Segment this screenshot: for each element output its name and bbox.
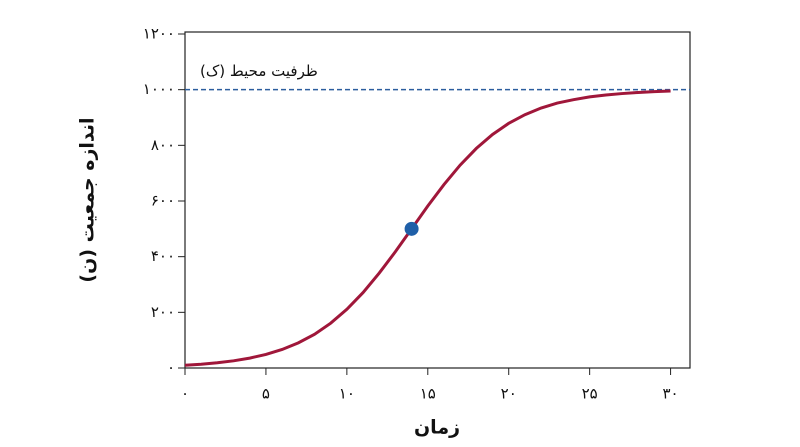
- y-tick-label: ۱۰۰۰: [143, 80, 175, 98]
- x-tick-label: ۳۰: [663, 385, 679, 403]
- x-tick-label: ۱۰: [339, 385, 355, 403]
- x-tick-label: ۱۵: [420, 385, 436, 403]
- x-tick-label: ۲۰: [501, 385, 517, 403]
- y-tick-label: ۱۲۰۰: [143, 25, 175, 43]
- x-tick-label: ۵: [262, 385, 270, 403]
- point: [404, 221, 419, 236]
- x-tick-label: ۲۵: [582, 385, 598, 403]
- y-axis-label: اندازه جمعیت (ن): [77, 117, 99, 282]
- y-tick-label: ۲۰۰: [151, 303, 175, 321]
- growth-curve: [184, 89, 671, 367]
- y-tick-label: ۰: [167, 359, 175, 377]
- x-axis-label: زمان: [414, 417, 460, 439]
- capacity-label: ظرفیت محیط (ک): [200, 62, 318, 80]
- y-tick-label: ۶۰۰: [151, 192, 175, 210]
- x-tick-label: ۰: [181, 385, 189, 403]
- plot-frame: [184, 31, 691, 369]
- y-tick-label: ۴۰۰: [151, 247, 175, 265]
- y-tick-label: ۸۰۰: [151, 136, 175, 154]
